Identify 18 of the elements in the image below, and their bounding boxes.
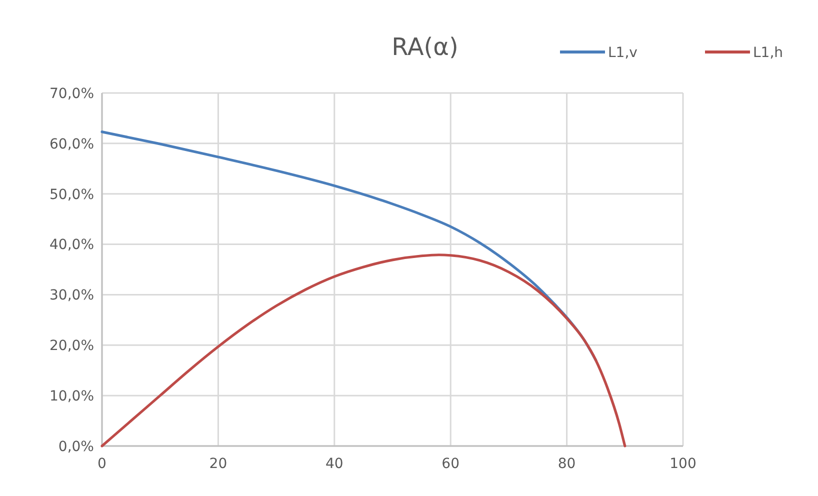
x-tick-label: 80 (558, 456, 576, 472)
x-tick-label: 0 (98, 456, 106, 472)
x-tick-label: 40 (325, 456, 344, 472)
y-tick-label: 20,0% (50, 338, 94, 354)
x-tick-label: 100 (670, 456, 696, 472)
y-tick-label: 40,0% (50, 237, 94, 254)
y-tick-label: 60,0% (50, 136, 94, 152)
y-tick-label: 0,0% (58, 438, 94, 455)
y-tick-label: 70,0% (50, 86, 94, 102)
chart-title: RA(α) (392, 33, 458, 61)
y-tick-label: 50,0% (50, 186, 94, 203)
y-tick-label: 10,0% (50, 388, 94, 404)
x-tick-label: 20 (209, 456, 228, 472)
x-tick-label: 60 (442, 456, 460, 472)
legend-label: L1,h (753, 44, 784, 61)
legend-label: L1,v (608, 44, 638, 61)
line-series (100, 254, 626, 448)
y-tick-label: 30,0% (50, 288, 94, 304)
